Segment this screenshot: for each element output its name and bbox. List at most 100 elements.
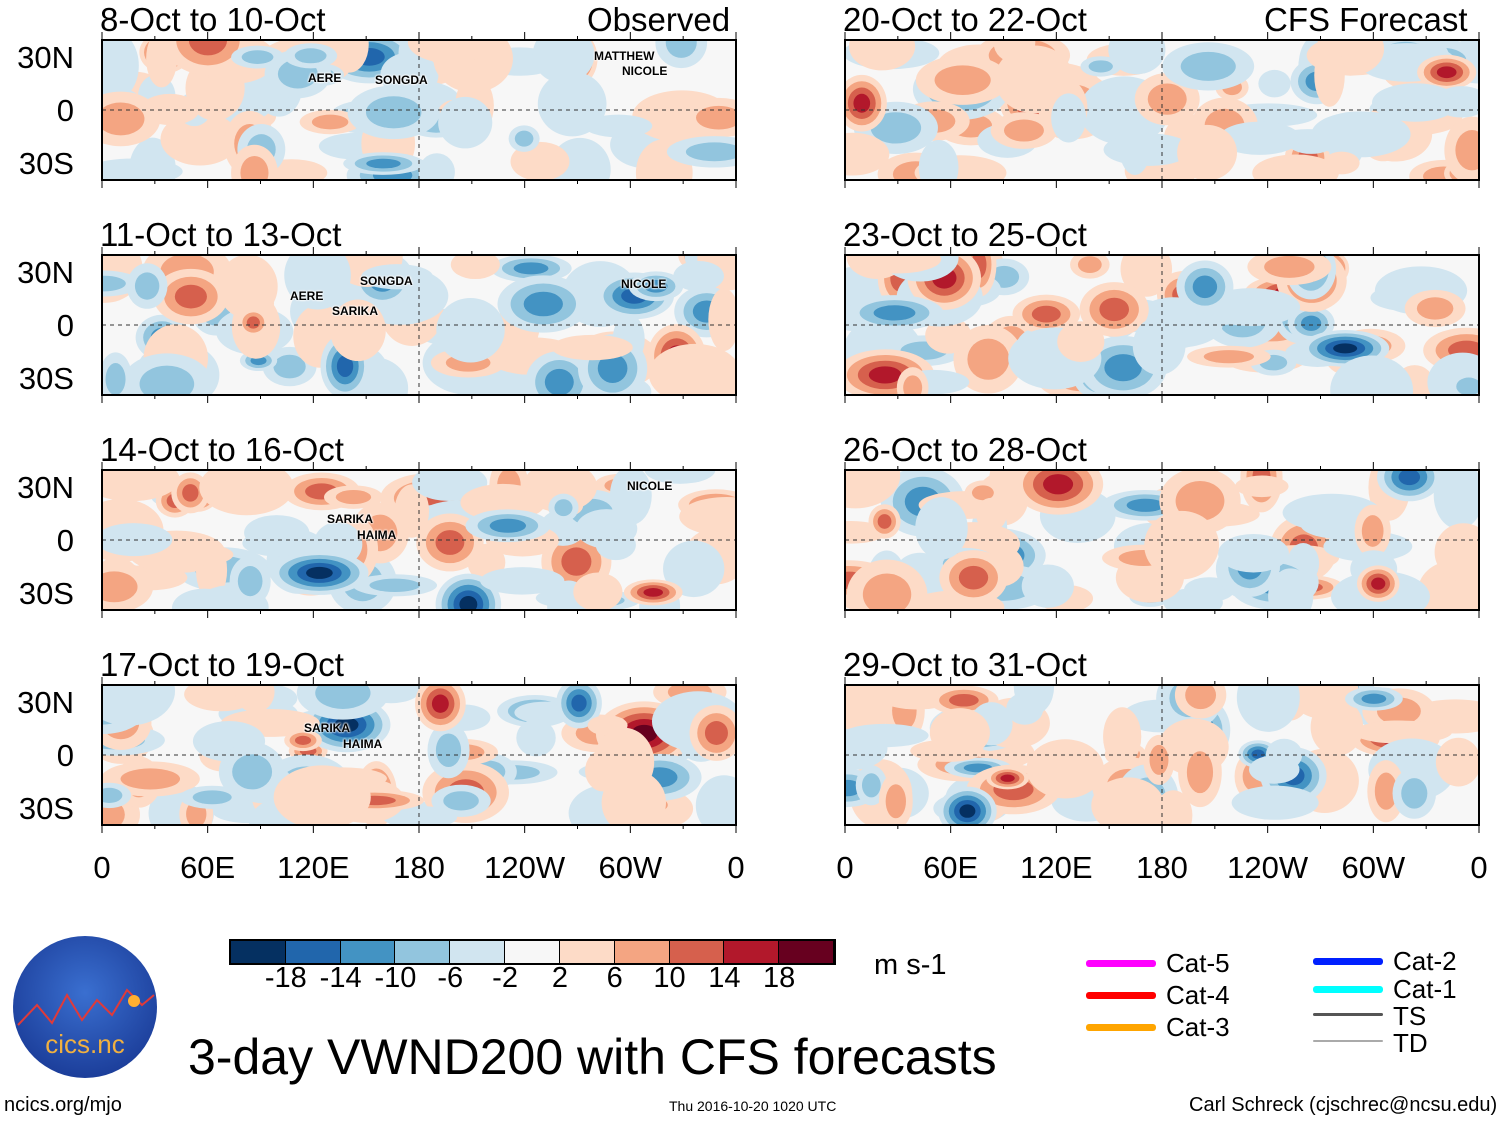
anomaly-contour	[365, 96, 422, 129]
anomaly-contour	[1104, 354, 1142, 382]
anomaly-contour	[199, 470, 294, 516]
anomaly-contour	[1043, 474, 1074, 495]
anomaly-contour	[929, 708, 990, 758]
anomaly-contour	[1374, 772, 1398, 810]
lat-tick-label: 30S	[18, 361, 74, 396]
storm-label: NICOLE	[627, 479, 673, 493]
footer-timestamp: Thu 2016-10-20 1020 UTC	[669, 1098, 837, 1114]
anomaly-contour	[1132, 316, 1186, 375]
anomaly-contour	[1416, 297, 1454, 320]
anomaly-contour	[848, 40, 916, 71]
anomaly-contour	[1258, 69, 1291, 98]
anomaly-contour	[1031, 305, 1061, 323]
legend-label: Cat-2	[1393, 946, 1457, 976]
storm-label: NICOLE	[621, 277, 667, 291]
anomaly-contour	[1203, 350, 1254, 364]
anomaly-contour	[407, 40, 493, 64]
anomaly-contour	[443, 791, 479, 811]
anomaly-contour	[949, 693, 979, 707]
anomaly-contour	[685, 142, 736, 162]
anomaly-contour	[1330, 355, 1414, 395]
lat-tick-label: 0	[56, 523, 74, 558]
anomaly-contour	[975, 497, 1007, 531]
anomaly-contour	[1185, 685, 1217, 710]
anomaly-contour	[554, 499, 573, 517]
storm-label: NICOLE	[622, 64, 668, 78]
map-panel	[101, 247, 737, 403]
anomaly-contour	[695, 775, 736, 825]
anomaly-contour	[544, 368, 574, 395]
anomaly-contour	[1236, 685, 1300, 732]
colorbar-swatch	[724, 941, 780, 963]
map-panels	[101, 32, 1480, 833]
anomaly-contour	[436, 297, 505, 363]
lon-tick-label: 60E	[180, 850, 236, 885]
anomaly-contour	[1333, 343, 1358, 354]
storm-label: SARIKA	[327, 512, 374, 526]
lon-tick-label: 60W	[598, 850, 663, 885]
anomaly-contour	[334, 717, 359, 733]
anomaly-contour	[105, 363, 126, 395]
anomaly-contour	[571, 694, 587, 712]
anomaly-contour	[306, 566, 333, 579]
anomaly-contour	[315, 685, 371, 709]
lon-tick-label: 180	[393, 850, 445, 885]
lon-tick-label: 120W	[1227, 850, 1309, 885]
storm-label: SARIKA	[332, 304, 379, 318]
colorbar-tick-label: -6	[437, 962, 464, 994]
anomaly-contour	[366, 158, 401, 169]
legend-label: Cat-4	[1166, 980, 1230, 1010]
anomaly-contour	[418, 153, 455, 180]
anomaly-contour	[188, 40, 228, 56]
map-panel	[844, 32, 1480, 188]
footer-link[interactable]: ncics.org/mjo	[4, 1094, 122, 1116]
anomaly-contour	[532, 40, 595, 84]
colorbar-tick-label: -2	[492, 962, 518, 994]
anomaly-contour	[1126, 498, 1165, 512]
anomaly-contour	[489, 518, 527, 533]
anomaly-contour	[1163, 588, 1223, 610]
anomaly-contour	[1026, 739, 1104, 799]
lat-tick-label: 0	[56, 308, 74, 343]
map-panel	[101, 677, 737, 833]
anomaly-contour	[708, 288, 736, 352]
anomaly-contour	[1251, 749, 1265, 759]
anomaly-contour	[273, 765, 371, 825]
anomaly-contour	[240, 155, 269, 180]
anomaly-contour	[361, 264, 434, 290]
lon-tick-label: 180	[1136, 850, 1188, 885]
colorbar-swatch	[614, 941, 670, 963]
anomaly-contour	[1435, 737, 1479, 787]
anomaly-contour	[885, 784, 906, 819]
anomaly-contour	[235, 685, 275, 713]
lat-tick-label: 30N	[17, 685, 74, 720]
lon-tick-label: 60W	[1341, 850, 1406, 885]
anomaly-contour	[294, 735, 312, 745]
anomaly-contour	[336, 355, 354, 378]
anomaly-contour	[852, 255, 942, 274]
colorbar-swatch	[669, 941, 725, 963]
anomaly-contour	[450, 255, 500, 280]
anomaly-contour	[1006, 692, 1044, 725]
anomaly-contour	[102, 40, 139, 101]
anomaly-contour	[1249, 755, 1300, 784]
legend-label: TD	[1393, 1028, 1428, 1058]
anomaly-contour	[435, 530, 465, 555]
colorbar-tick-label: -14	[319, 962, 362, 994]
anomaly-contour	[174, 284, 207, 309]
anomaly-contour	[1103, 133, 1193, 166]
anomaly-contour	[273, 354, 306, 379]
cics-logo: cics.nc	[13, 936, 157, 1078]
anomaly-contour	[959, 804, 976, 818]
lon-tick-label: 0	[727, 850, 745, 885]
legend-line-cat-3	[1086, 1024, 1156, 1031]
lat-tick-label: 30S	[18, 791, 74, 826]
figure-title: 3-day VWND200 with CFS forecasts	[188, 1029, 997, 1085]
storm-label: AERE	[290, 289, 324, 303]
anomaly-contour	[1264, 255, 1315, 278]
anomaly-contour	[1108, 40, 1166, 75]
anomaly-contour	[435, 733, 462, 768]
anomaly-contour	[513, 262, 549, 275]
map-panel	[101, 32, 737, 188]
anomaly-contour	[1057, 321, 1105, 362]
